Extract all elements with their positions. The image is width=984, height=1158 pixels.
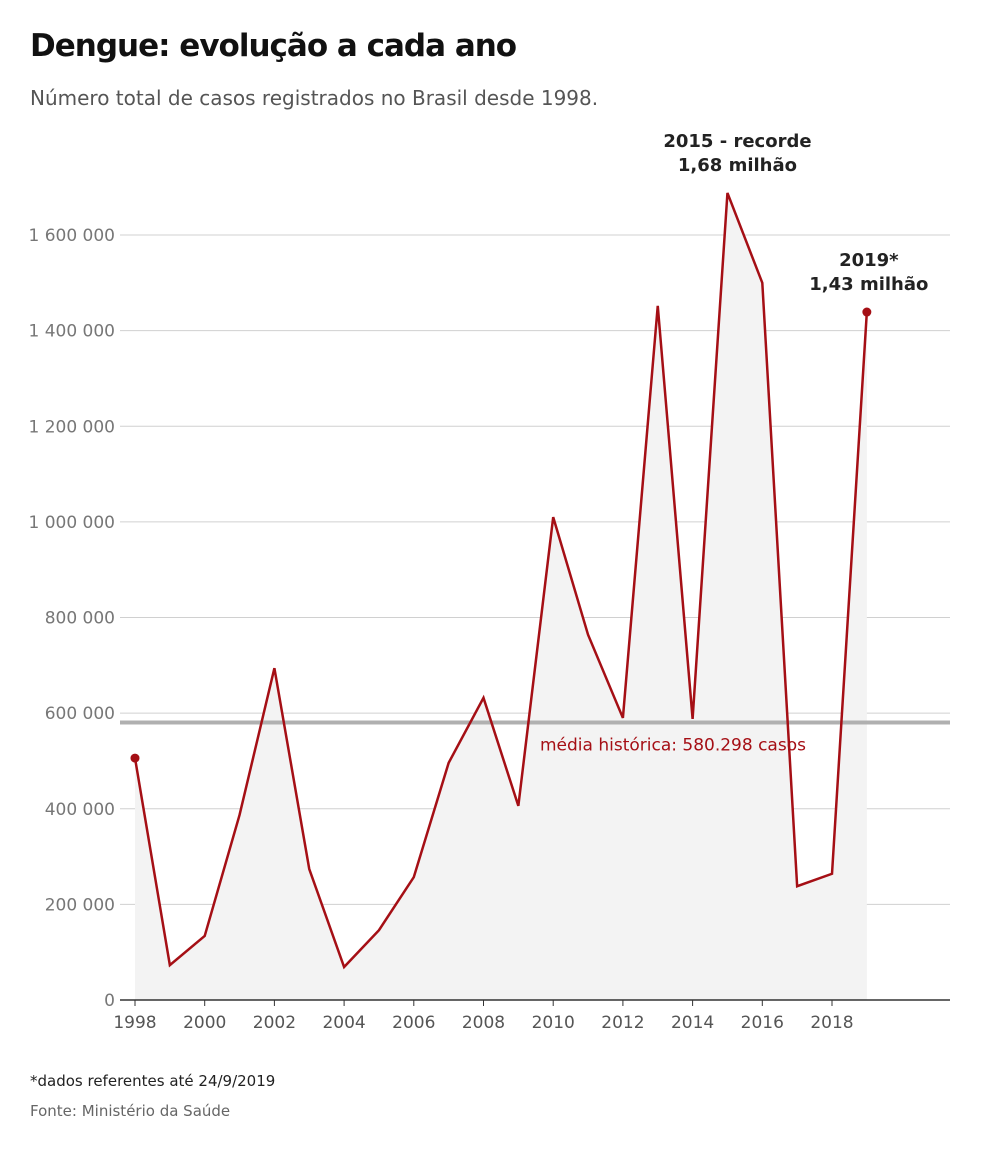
y-tick-label: 1 600 000 bbox=[28, 226, 115, 246]
annotation-label: 2015 - recorde bbox=[663, 131, 811, 152]
x-tick-label: 2002 bbox=[253, 1013, 296, 1033]
footnote: *dados referentes até 24/9/2019 bbox=[30, 1072, 276, 1090]
annotation-label: 2019* bbox=[839, 250, 899, 271]
x-tick-label: 2012 bbox=[601, 1013, 644, 1033]
x-tick-label: 2006 bbox=[392, 1013, 435, 1033]
y-tick-label: 0 bbox=[104, 991, 115, 1011]
data-point bbox=[130, 753, 140, 763]
y-tick-label: 1 200 000 bbox=[28, 417, 115, 437]
y-tick-label: 800 000 bbox=[45, 609, 115, 629]
area-fill bbox=[135, 192, 867, 1001]
data-point bbox=[862, 307, 872, 317]
x-tick-label: 2014 bbox=[671, 1013, 714, 1033]
y-tick-label: 600 000 bbox=[45, 704, 115, 724]
source: Fonte: Ministério da Saúde bbox=[30, 1102, 231, 1120]
x-tick-label: 2004 bbox=[322, 1013, 365, 1033]
annotation-label: 1,43 milhão bbox=[809, 274, 928, 295]
y-tick-label: 400 000 bbox=[45, 800, 115, 820]
x-tick-label: 2016 bbox=[741, 1013, 784, 1033]
series-line bbox=[133, 192, 869, 970]
average-label: média histórica: 580.298 casos bbox=[540, 736, 806, 756]
y-tick-label: 200 000 bbox=[45, 895, 115, 915]
x-tick-label: 2000 bbox=[183, 1013, 226, 1033]
chart-title: Dengue: evolução a cada ano bbox=[30, 28, 517, 64]
y-tick-label: 1 400 000 bbox=[28, 322, 115, 342]
annotation-label: 1,68 milhão bbox=[678, 155, 797, 176]
y-tick-label: 1 000 000 bbox=[28, 513, 115, 533]
x-tick-label: 2018 bbox=[810, 1013, 853, 1033]
chart-subtitle: Número total de casos registrados no Bra… bbox=[30, 86, 599, 110]
x-tick-label: 2008 bbox=[462, 1013, 505, 1033]
x-tick-label: 2010 bbox=[532, 1013, 575, 1033]
x-tick-label: 1998 bbox=[113, 1013, 156, 1033]
